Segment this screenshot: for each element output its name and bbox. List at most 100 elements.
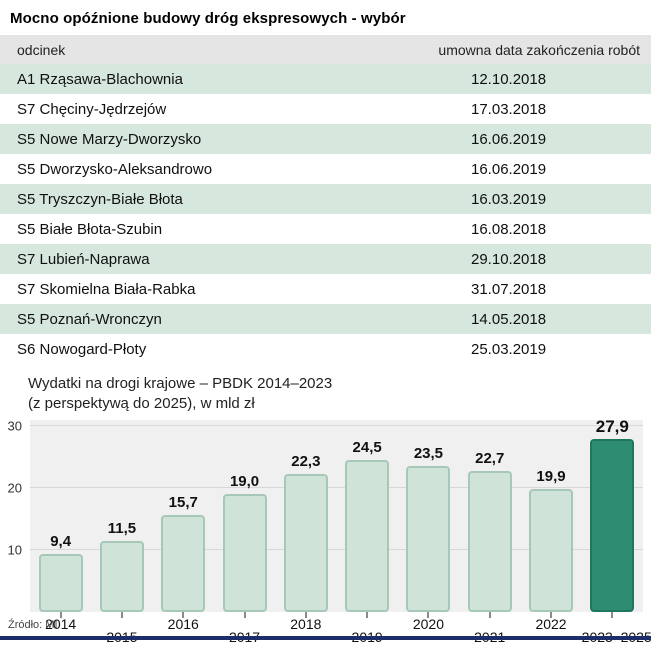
bar-value-label: 23,5 — [413, 445, 444, 463]
table-row: S5 Poznań-Wronczyn 14.05.2018 — [0, 304, 651, 334]
bar-slot-2018: 22,3 — [275, 420, 336, 612]
source-note: Źródło: MI — [8, 619, 58, 631]
bar — [283, 473, 328, 612]
gridline — [30, 549, 643, 550]
x-axis-label: 2016 — [167, 616, 199, 632]
x-tick — [243, 612, 246, 618]
date-cell: 16.06.2019 — [471, 130, 547, 148]
bar-slot-2015: 11,5 — [91, 420, 152, 612]
x-tick — [59, 612, 62, 618]
y-tick-label: 30 — [7, 418, 22, 434]
bar-value-label: 15,7 — [168, 493, 198, 511]
section-cell: S7 Chęciny-Jędrzejów — [17, 100, 167, 118]
bar-value-label: 19,0 — [229, 473, 260, 491]
table-header-row: odcinek umowna data zakończenia robót — [0, 35, 651, 64]
bar — [161, 514, 206, 612]
section-cell: S5 Nowe Marzy-Dworzysko — [17, 130, 202, 148]
bar-value-label: 19,9 — [536, 467, 566, 485]
date-cell: 25.03.2019 — [471, 340, 547, 358]
table-row: S6 Nowogard-Płoty 25.03.2019 — [0, 334, 651, 364]
bar — [590, 439, 635, 612]
y-tick-label: 20 — [7, 480, 22, 496]
x-tick — [304, 612, 307, 618]
bar-value-label: 11,5 — [107, 519, 137, 537]
x-axis-label: 2014 — [45, 616, 77, 632]
section-cell: S5 Poznań-Wronczyn — [17, 310, 162, 328]
x-tick — [366, 612, 369, 618]
y-axis: 10 20 30 — [0, 420, 24, 612]
x-tick — [182, 612, 185, 618]
table-row: S5 Białe Błota-Szubin 16.08.2018 — [0, 214, 651, 244]
gridline — [30, 425, 643, 426]
bar — [406, 466, 451, 612]
delays-table: odcinek umowna data zakończenia robót A1… — [0, 35, 651, 364]
gridline — [30, 487, 643, 488]
bar-value-label: 24,5 — [352, 439, 382, 457]
section-cell: S5 Dworzysko-Aleksandrowo — [17, 160, 213, 178]
x-tick — [550, 612, 553, 618]
section-cell: S5 Białe Błota-Szubin — [17, 220, 163, 238]
bar-slot-2014: 9,4 — [30, 420, 91, 612]
section-cell: S6 Nowogard-Płoty — [17, 340, 147, 358]
bottom-accent-bar — [0, 636, 651, 640]
page-title: Mocno opóźnione budowy dróg ekspresowych… — [10, 10, 406, 27]
bar — [38, 553, 83, 612]
x-tick — [427, 612, 430, 618]
date-cell: 16.08.2018 — [471, 220, 547, 238]
bar-slot-2022: 19,9 — [520, 420, 581, 612]
bar-slot-2020: 23,5 — [398, 420, 459, 612]
table-row: S5 Tryszczyn-Białe Błota 16.03.2019 — [0, 184, 651, 214]
bar-slot-2019: 24,5 — [336, 420, 397, 612]
bar-slot-2023–2025: 27,9 — [582, 417, 643, 612]
x-slot: 2020 — [398, 612, 459, 644]
x-axis-label: 2022 — [535, 616, 567, 632]
bar — [99, 540, 144, 612]
bar-value-label: 22,3 — [291, 452, 321, 470]
table-row: A1 Rząsawa-Blachownia 12.10.2018 — [0, 64, 651, 94]
section-cell: A1 Rząsawa-Blachownia — [17, 70, 183, 88]
x-slot: 2016 — [153, 612, 214, 644]
y-tick-label: 10 — [7, 542, 22, 558]
chart-title-line-1: Wydatki na drogi krajowe – PBDK 2014–202… — [28, 375, 333, 392]
x-tick — [120, 612, 123, 618]
table-body: A1 Rząsawa-Blachownia 12.10.2018 S7 Chęcin… — [0, 64, 651, 364]
x-axis-label: 2018 — [290, 616, 322, 632]
bar — [222, 494, 267, 612]
date-cell: 29.10.2018 — [471, 250, 547, 268]
x-tick — [488, 612, 491, 618]
table-row: S5 Dworzysko-Aleksandrowo 16.06.2019 — [0, 154, 651, 184]
date-cell: 31.07.2018 — [471, 280, 547, 298]
x-tick — [611, 612, 614, 618]
bar — [467, 471, 512, 612]
x-slot: 2014 — [30, 612, 91, 644]
plot-area: 9,4 11,5 15,7 19,0 22,3 24,5 23,5 22,7 19,9 27,9 — [30, 417, 643, 612]
bar-value-label: 27,9 — [595, 417, 629, 437]
bar-slot-2016: 15,7 — [153, 420, 214, 612]
bar-slot-2017: 19,0 — [214, 420, 275, 612]
date-cell: 12.10.2018 — [471, 70, 547, 88]
x-slot: 2022 — [520, 612, 581, 644]
column-header-section: odcinek — [17, 41, 66, 58]
section-cell: S7 Skomielna Biała-Rabka — [17, 280, 196, 298]
table-row: S5 Nowe Marzy-Dworzysko 16.06.2019 — [0, 124, 651, 154]
x-axis-label: 2020 — [412, 616, 444, 632]
section-cell: S7 Lubień-Naprawa — [17, 250, 150, 268]
bar — [345, 460, 390, 612]
bar-value-label: 22,7 — [475, 450, 505, 468]
chart-title: Wydatki na drogi krajowe – PBDK 2014–202… — [28, 374, 651, 414]
table-row: S7 Chęciny-Jędrzejów 17.03.2018 — [0, 94, 651, 124]
column-header-date: umowna data zakończenia robót — [438, 41, 640, 58]
date-cell: 16.03.2019 — [471, 190, 547, 208]
table-row: S7 Skomielna Biała-Rabka 31.07.2018 — [0, 274, 651, 304]
bar-slot-2021: 22,7 — [459, 420, 520, 612]
bar — [529, 488, 574, 612]
date-cell: 16.06.2019 — [471, 160, 547, 178]
bar-chart: 10 20 30 9,4 11,5 15,7 19,0 22,3 24,5 23,5 22,7 19… — [8, 417, 643, 612]
date-cell: 14.05.2018 — [471, 310, 547, 328]
date-cell: 17.03.2018 — [471, 100, 547, 118]
x-slot: 2018 — [275, 612, 336, 644]
bar-value-label: 9,4 — [50, 532, 72, 550]
chart-title-line-2: (z perspektywą do 2025), w mld zł — [28, 395, 255, 412]
table-row: S7 Lubień-Naprawa 29.10.2018 — [0, 244, 651, 274]
